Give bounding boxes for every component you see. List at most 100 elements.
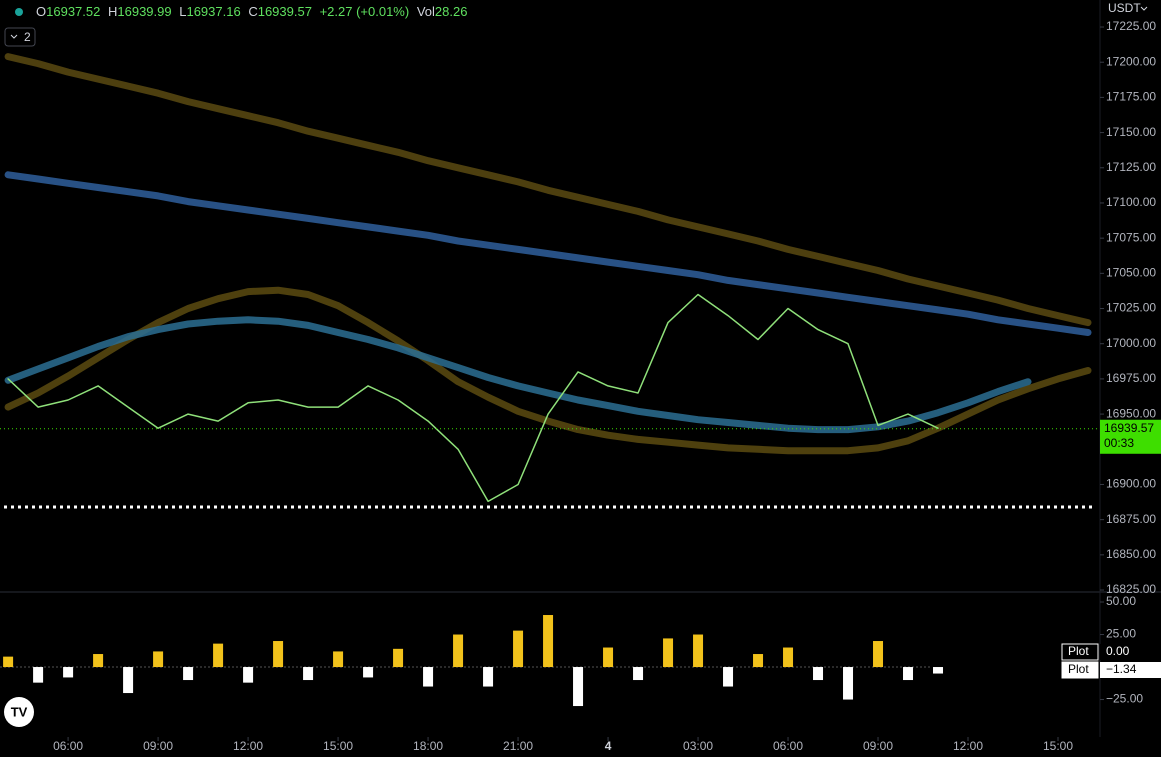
svg-text:TV: TV (11, 704, 28, 719)
oscillator-bar (33, 667, 44, 683)
oscillator-bar (273, 641, 284, 668)
x-tick-label: 12:00 (953, 739, 983, 753)
open-label: O (36, 4, 46, 19)
oscillator-bar (123, 667, 134, 694)
plot-legend-value: −1.34 (1106, 662, 1137, 676)
x-tick-label: 06:00 (53, 739, 83, 753)
oscillator-bar (453, 634, 464, 668)
close-label: C (248, 4, 257, 19)
y-tick-label: 17175.00 (1106, 90, 1156, 104)
y-tick-label: 16875.00 (1106, 512, 1156, 526)
oscillator-bar (513, 630, 524, 668)
plot-legend-bg (1061, 661, 1099, 679)
volume-value: 28.26 (435, 4, 468, 19)
series-line (4, 171, 1092, 336)
oscillator-bar (903, 667, 914, 681)
oscillator-bar (63, 667, 74, 678)
series-line (4, 316, 1032, 434)
chevron-icon (10, 34, 18, 39)
oscillator-bar (183, 667, 194, 681)
ohlc-header: O16937.52 H16939.99 L16937.16 C16939.57 … (36, 4, 467, 19)
y-tick-label: 16900.00 (1106, 477, 1156, 491)
y-tick-label: 17075.00 (1106, 230, 1156, 244)
oscillator-bar (693, 634, 704, 668)
y-tick-label: 17025.00 (1106, 301, 1156, 315)
y-tick-label: 17050.00 (1106, 266, 1156, 280)
oscillator-bar (753, 654, 764, 668)
oscillator-bar (573, 667, 584, 707)
oscillator-bar (723, 667, 734, 687)
oscillator-bar (543, 615, 554, 668)
y-tick-label: 50.00 (1106, 594, 1136, 608)
oscillator-bar (603, 647, 614, 668)
oscillator-bar (303, 667, 314, 681)
plot-legend-value-bg (1100, 662, 1161, 678)
high-label: H (108, 4, 117, 19)
oscillator-bar (3, 656, 14, 668)
y-tick-label: 16975.00 (1106, 371, 1156, 385)
last-price-tag (1100, 419, 1161, 454)
oscillator-bar (93, 654, 104, 668)
last-price-label: 16939.57 (1104, 421, 1154, 435)
x-tick-label: 09:00 (143, 739, 173, 753)
oscillator-bar (873, 641, 884, 668)
countdown-label: 00:33 (1104, 436, 1134, 450)
currency-label[interactable]: USDT (1108, 1, 1141, 15)
oscillator-bar (363, 667, 374, 678)
y-tick-label: 17000.00 (1106, 336, 1156, 350)
plot-legend-name: Plot (1068, 662, 1089, 676)
x-tick-label: 03:00 (683, 739, 713, 753)
plot-legend-bg (1061, 643, 1099, 661)
currency-chevron (1140, 6, 1148, 11)
oscillator-bar (633, 667, 644, 681)
series-line (4, 53, 1092, 327)
oscillator-bar (663, 638, 674, 668)
series-line (4, 286, 1092, 455)
indicator-count: 2 (24, 30, 31, 44)
volume-label: Vol (417, 4, 435, 19)
y-tick-label: 17200.00 (1106, 54, 1156, 68)
oscillator-bar (783, 647, 794, 668)
oscillator-bar (243, 667, 254, 683)
x-tick-label: 12:00 (233, 739, 263, 753)
x-tick-label: 18:00 (413, 739, 443, 753)
oscillator-bar (393, 648, 404, 668)
oscillator-bar (153, 651, 164, 668)
y-tick-label: −25.00 (1106, 692, 1143, 706)
oscillator-bar (813, 667, 824, 681)
oscillator-bar (843, 667, 854, 700)
change-value: +2.27 (+0.01%) (320, 4, 410, 19)
y-tick-label: 17225.00 (1106, 19, 1156, 33)
tv-logo: TV (4, 697, 34, 727)
oscillator-bar (333, 651, 344, 668)
y-tick-label: 16825.00 (1106, 582, 1156, 596)
open-value: 16937.52 (46, 4, 100, 19)
y-tick-label: 16850.00 (1106, 547, 1156, 561)
oscillator-bar (483, 667, 494, 687)
y-tick-label: 16950.00 (1106, 406, 1156, 420)
x-tick-label: 15:00 (323, 739, 353, 753)
plot-legend-value: 0.00 (1106, 644, 1130, 658)
y-tick-label: 17125.00 (1106, 160, 1156, 174)
close-value: 16939.57 (258, 4, 312, 19)
low-value: 16937.16 (186, 4, 240, 19)
plot-legend-name: Plot (1068, 644, 1089, 658)
y-tick-label: 17150.00 (1106, 125, 1156, 139)
oscillator-bar (213, 643, 224, 668)
x-tick-label: 06:00 (773, 739, 803, 753)
plot-legend-value-bg (1100, 644, 1161, 660)
y-tick-label: 25.00 (1106, 627, 1136, 641)
y-tick-label: 17100.00 (1106, 195, 1156, 209)
x-tick-label: 21:00 (503, 739, 533, 753)
x-tick-label: 09:00 (863, 739, 893, 753)
series-line (7, 293, 939, 503)
oscillator-bar (933, 667, 944, 674)
oscillator-bar (423, 667, 434, 687)
high-value: 16939.99 (117, 4, 171, 19)
indicator-toggle[interactable] (4, 27, 36, 47)
low-label: L (179, 4, 186, 19)
x-tick-label: 4 (605, 739, 612, 753)
status-dot (15, 8, 23, 16)
